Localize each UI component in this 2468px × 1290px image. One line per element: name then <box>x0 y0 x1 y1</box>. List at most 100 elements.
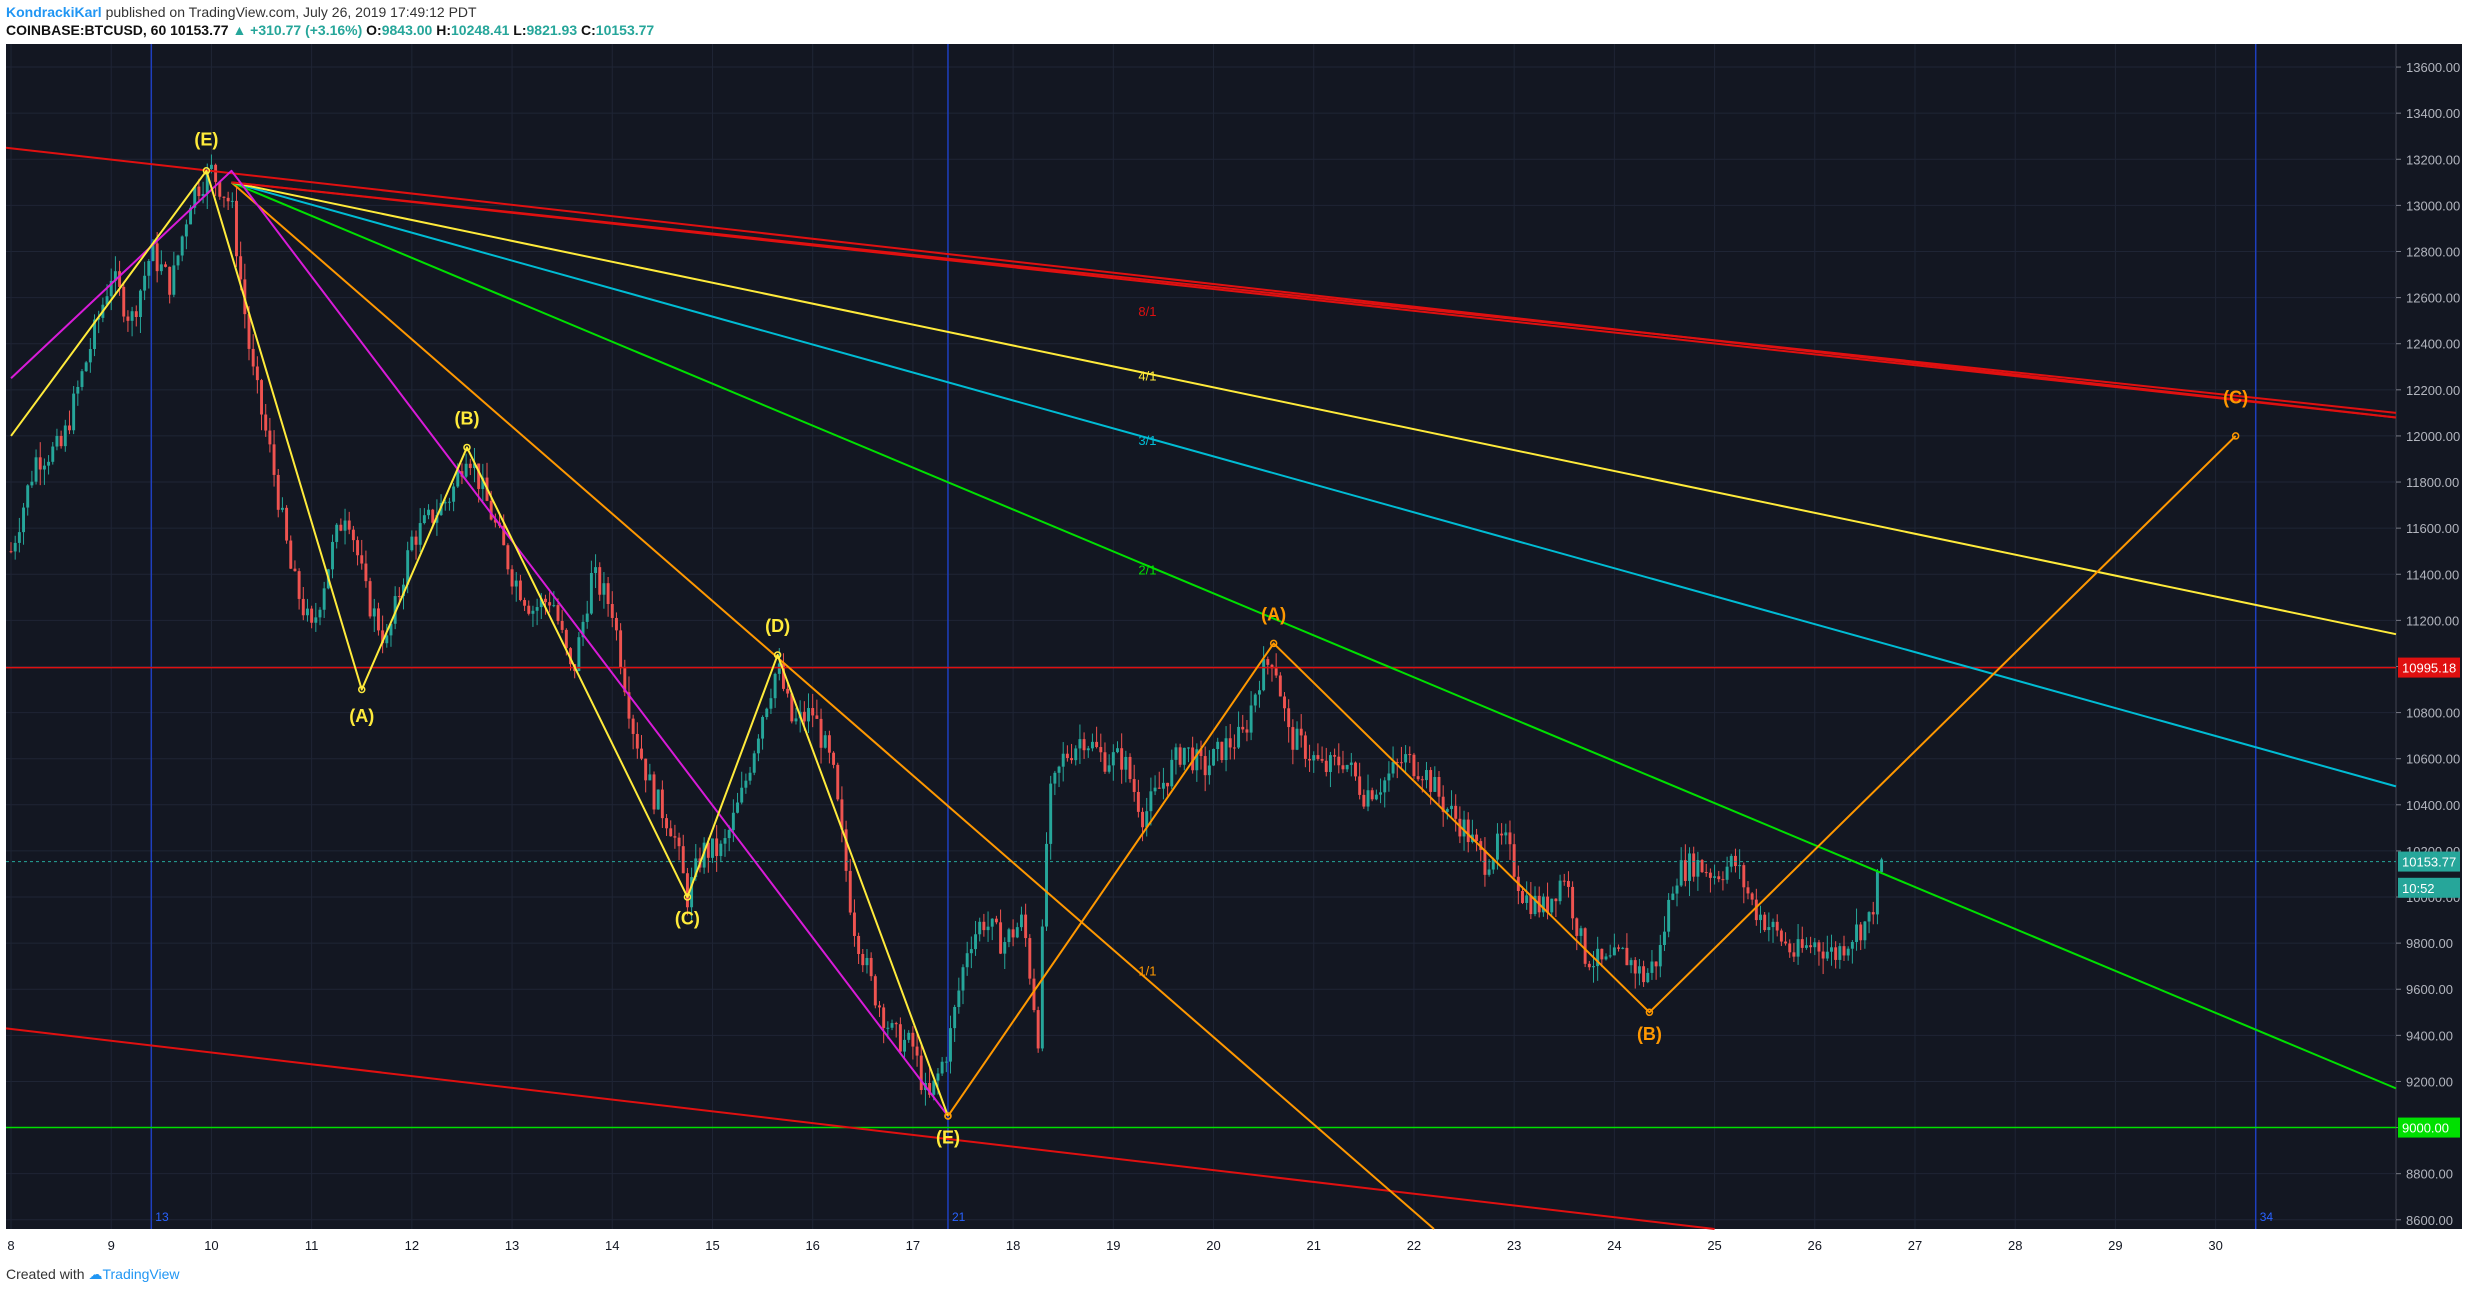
trend-channel-line[interactable] <box>5 1027 1715 1230</box>
gann-fan-line[interactable] <box>230 181 1435 1230</box>
candle-down <box>1750 893 1754 900</box>
candle-up <box>585 613 589 622</box>
wave-label: (C) <box>675 909 700 929</box>
candle-down <box>1500 833 1504 836</box>
x-tick-label: 14 <box>605 1238 619 1253</box>
candle-up <box>1295 728 1299 750</box>
candle-down <box>1341 765 1345 770</box>
candle-down <box>310 608 314 623</box>
candle-up <box>744 780 748 788</box>
candle-down <box>878 1005 881 1008</box>
candle-down <box>715 838 719 857</box>
candle-down <box>827 735 831 753</box>
candle-down <box>1303 735 1307 759</box>
wave-point-marker[interactable] <box>1269 639 1278 648</box>
candle-down <box>1692 853 1696 877</box>
author-link[interactable]: KondrackiKarl <box>6 4 102 20</box>
candle-down <box>652 774 656 810</box>
high-value: 10248.41 <box>451 22 510 38</box>
candle-up <box>1671 893 1675 900</box>
candle-down <box>1070 758 1074 761</box>
candle-up <box>1525 895 1529 903</box>
elliott-wave-yellow[interactable] <box>10 169 949 1117</box>
gann-fan-line-8-1[interactable] <box>231 181 2397 419</box>
candle-up <box>953 1006 957 1029</box>
candle-down <box>1036 1010 1040 1049</box>
y-tick-label: 8800.00 <box>2406 1167 2453 1182</box>
high-label: H: <box>436 22 451 38</box>
candle-up <box>1187 747 1190 749</box>
wave-label: (A) <box>349 706 374 726</box>
x-tick-label: 11 <box>305 1238 319 1253</box>
candle-down <box>635 733 639 749</box>
candle-down <box>1266 659 1270 665</box>
candle-up <box>1349 762 1353 765</box>
gann-fan-line[interactable] <box>231 181 2397 1090</box>
candle-down <box>832 752 836 765</box>
candle-down <box>873 976 877 1006</box>
wave-point-marker[interactable] <box>773 651 782 659</box>
candle-down <box>276 474 280 510</box>
candle-up <box>1533 895 1537 915</box>
x-tick-label: 25 <box>1707 1238 1721 1253</box>
trend-channel-line[interactable] <box>5 146 2397 419</box>
candle-down <box>677 837 681 847</box>
wave-point-marker[interactable] <box>202 167 211 175</box>
candle-down <box>669 828 673 837</box>
candle-down <box>381 630 385 644</box>
candle-down <box>1191 747 1195 771</box>
candle-down <box>1475 834 1479 842</box>
candle-down <box>364 563 368 582</box>
wave-point-marker[interactable] <box>1645 1008 1654 1017</box>
ohlc-legend: COINBASE:BTCUSD, 60 10153.77 ▲ +310.77 (… <box>6 22 654 38</box>
candle-up <box>1237 726 1241 748</box>
candle-up <box>385 635 389 644</box>
wave-point-marker[interactable] <box>2231 432 2240 440</box>
candle-up <box>1838 946 1842 960</box>
candle-down <box>1316 755 1320 760</box>
elliott-wave-orange[interactable] <box>947 435 2237 1117</box>
candle-down <box>1625 947 1629 966</box>
candle-up <box>314 617 318 623</box>
candle-up <box>1579 928 1583 936</box>
tradingview-brand[interactable]: TradingView <box>102 1266 180 1282</box>
candle-down <box>544 598 547 603</box>
wave-point-marker[interactable] <box>683 893 692 901</box>
candle-down <box>673 836 677 838</box>
wave-point-marker[interactable] <box>463 443 471 452</box>
time-cycle-label: 34 <box>2260 1210 2274 1224</box>
wave-point-marker[interactable] <box>357 685 366 694</box>
candle-up <box>965 953 969 968</box>
candle-down <box>260 380 263 415</box>
y-tick-label: 13200.00 <box>2406 152 2460 167</box>
low-value: 9821.93 <box>526 22 578 38</box>
created-with-text: Created with <box>6 1266 85 1282</box>
x-tick-label: 10 <box>204 1238 218 1253</box>
x-tick-label: 16 <box>805 1238 819 1253</box>
candle-up <box>76 386 80 394</box>
candle-up <box>51 446 55 462</box>
candle-down <box>627 692 631 719</box>
candle-up <box>1796 939 1800 957</box>
gann-fan-ratio-label: 3/1 <box>1138 433 1156 448</box>
candle-up <box>1675 885 1679 894</box>
candle-down <box>1166 782 1170 787</box>
candle-down <box>1800 939 1804 948</box>
candle-down <box>1128 756 1132 780</box>
candle-down <box>226 197 230 202</box>
candle-up <box>147 260 151 276</box>
candle-down <box>1746 887 1750 894</box>
candle-down <box>1642 966 1646 983</box>
gann-fan-line[interactable] <box>231 181 2397 788</box>
candle-up <box>1850 942 1854 949</box>
candle-down <box>1232 747 1236 749</box>
trendline-magenta[interactable] <box>10 169 949 1117</box>
candle-down <box>1032 978 1036 1011</box>
wave-point-marker[interactable] <box>944 1112 952 1120</box>
gann-fan-ratio-label: 4/1 <box>1138 369 1156 384</box>
candle-up <box>1312 755 1316 761</box>
gann-fan-line[interactable] <box>231 181 2397 636</box>
symbol-label[interactable]: COINBASE:BTCUSD, 60 <box>6 22 167 38</box>
candle-down <box>882 1007 886 1028</box>
